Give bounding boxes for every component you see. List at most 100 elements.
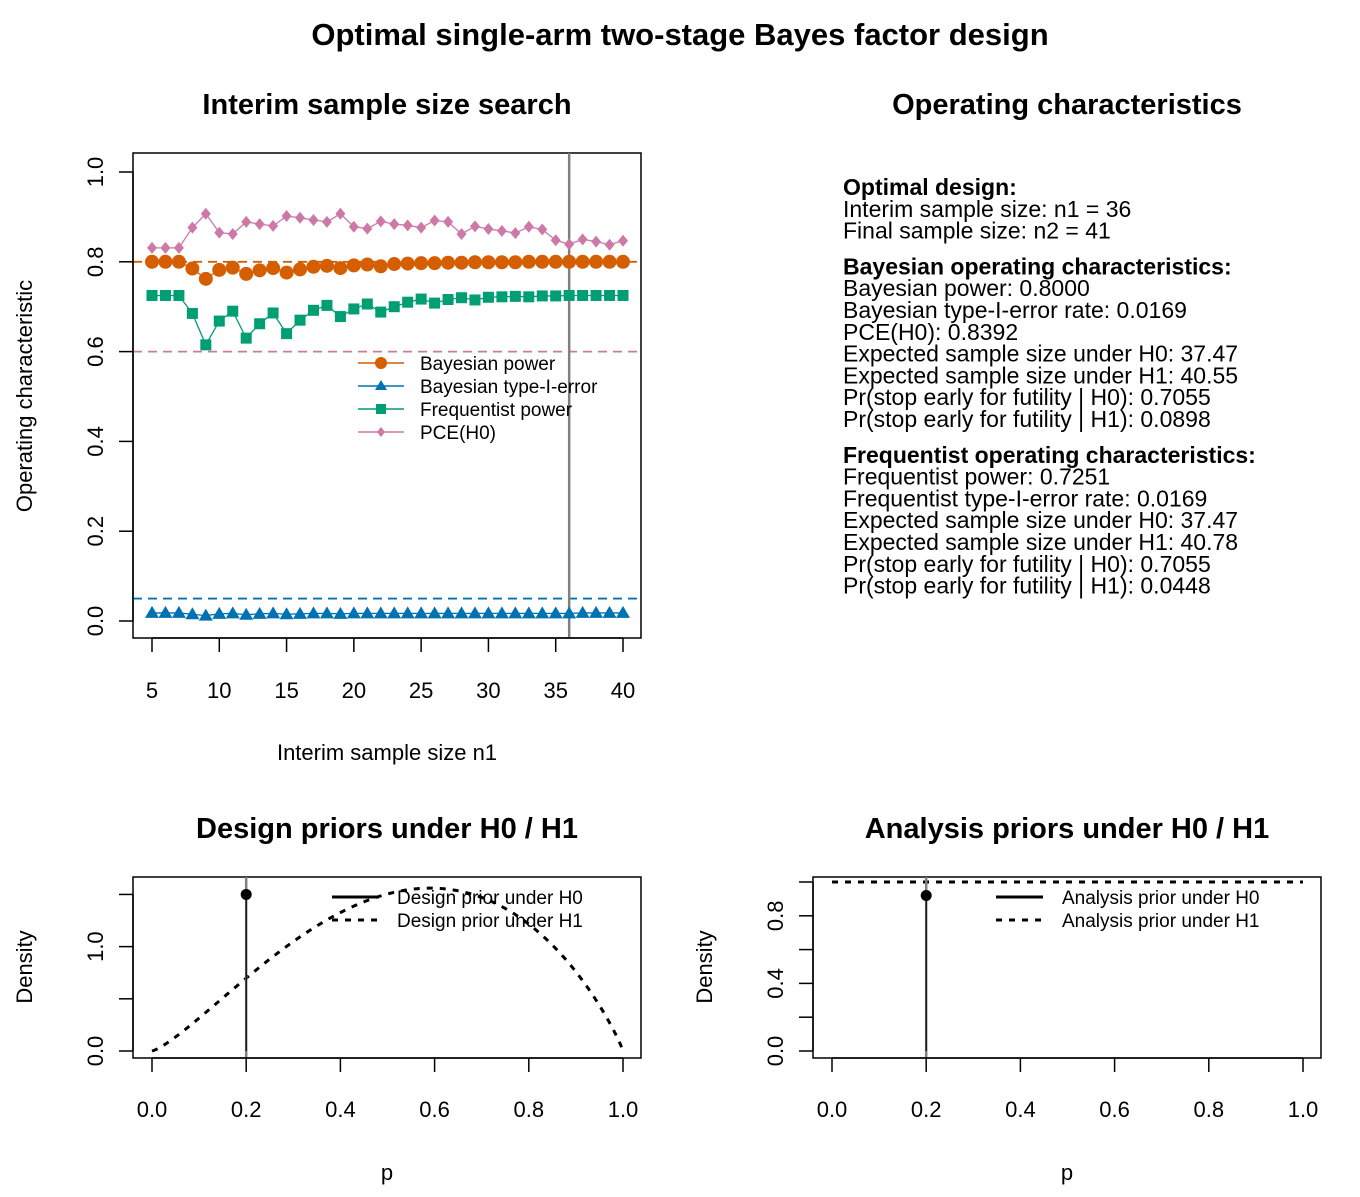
oc-panel-title: Operating characteristics (892, 89, 1242, 121)
freq-power-point (402, 296, 414, 308)
freq-power-point (334, 311, 346, 323)
analysis-priors-xlabel: p (1061, 1160, 1073, 1185)
bayes-t1e-point (508, 606, 523, 619)
y-tick-label: 0.8 (83, 247, 108, 278)
x-tick-label: 0.0 (817, 1097, 848, 1122)
interim-search-y-axis: 0.0 0.2 0.4 0.6 0.8 1.0 (83, 157, 134, 636)
x-tick-label: 1.0 (608, 1097, 639, 1122)
bayes-power-point (333, 261, 348, 276)
bayes-power-point (575, 254, 590, 269)
pce-point (591, 235, 602, 248)
frequentist-oc-heading: Frequentist operating characteristics: (843, 442, 1256, 468)
bayes-power-point (548, 254, 563, 269)
freq-power-point (617, 289, 629, 301)
bayes-t1e-point (333, 606, 348, 619)
pce-point (200, 207, 211, 220)
bayes-t1e-point (293, 606, 308, 619)
design-priors-x-axis: 0.0 0.2 0.4 0.6 0.8 1.0 (137, 1057, 639, 1122)
freq-power-point (294, 314, 306, 326)
analysis-priors-ylabel: Density (692, 930, 717, 1003)
pce-point (187, 221, 198, 234)
bayes-t1e-point (414, 606, 429, 619)
y-tick-label: 0.6 (83, 336, 108, 367)
legend-marker (375, 357, 387, 369)
analysis-priors-y-axis: 0.0 0.4 0.8 (763, 881, 814, 1066)
bayes-t1e-point (185, 607, 200, 620)
design-priors-xlabel: p (381, 1160, 393, 1185)
pce-point (321, 215, 332, 228)
bayes-t1e-point (400, 606, 415, 619)
x-tick-label: 0.4 (325, 1097, 356, 1122)
y-tick-label: 0.2 (83, 516, 108, 547)
legend-label-h1: Analysis prior under H1 (1062, 911, 1259, 932)
design-prior-h0-point (240, 888, 252, 900)
freq-power-point (159, 289, 171, 301)
bayes-t1e-point (535, 606, 550, 619)
x-tick-label: 10 (207, 678, 231, 703)
freq-power-point (213, 315, 225, 327)
bayes-t1e-point (145, 605, 159, 618)
analysis-priors-chart: Analysis priors under H0 / H1 0.0 0.2 0.4 0… (692, 813, 1322, 1185)
freq-power-point (442, 294, 454, 306)
x-tick-label: 30 (476, 678, 500, 703)
bayes-t1e-point (548, 606, 563, 619)
bayes-t1e-point (360, 606, 375, 619)
analysis-priors-x-axis: 0.0 0.2 0.4 0.6 0.8 1.0 (817, 1057, 1319, 1122)
bayes-power-point (494, 255, 509, 270)
freq-power-point (321, 299, 333, 311)
pce-point (160, 241, 171, 254)
bayes-t1e-point (266, 606, 281, 619)
freq-power-point (281, 328, 293, 340)
design-priors-ylabel: Density (12, 930, 37, 1003)
frequentist-oc-line: Pr(stop early for futility | H1): 0.0448 (843, 573, 1211, 599)
bayes-t1e-point (481, 606, 496, 619)
bayes-t1e-point (252, 606, 267, 619)
interim-search-ylabel: Operating characteristic (12, 280, 37, 512)
bayes-t1e-point (454, 606, 469, 619)
bayes-t1e-point (602, 605, 617, 618)
bayes-power-point (212, 262, 227, 277)
bayes-power-point (521, 254, 536, 269)
bayes-power-point (427, 256, 442, 271)
pce-point (281, 210, 292, 223)
pce-point (241, 215, 252, 228)
y-tick-label: 0.4 (83, 426, 108, 457)
bayes-power-point (414, 256, 429, 271)
bayes-t1e-point (373, 606, 388, 619)
freq-power-point (375, 306, 387, 318)
bayesian-oc-heading: Bayesian operating characteristics: (843, 253, 1232, 279)
y-tick-label: 1.0 (83, 931, 108, 962)
pce-point (214, 226, 225, 239)
frequentist-oc-line: Expected sample size under H1: 40.78 (843, 529, 1238, 555)
pce-point (618, 234, 628, 247)
bayes-t1e-point (306, 606, 321, 619)
freq-power-point (456, 292, 468, 304)
bayes-power-point (467, 255, 482, 270)
y-tick-label: 0.4 (763, 968, 788, 999)
freq-power-point (173, 289, 185, 301)
freq-power-point (536, 290, 548, 302)
design-prior-h1-curve (151, 886, 625, 1053)
optimal-design-heading: Optimal design: (843, 174, 1017, 200)
freq-power-point (563, 289, 575, 301)
bayes-t1e-point (616, 605, 630, 618)
bayes-t1e-point (494, 606, 509, 619)
x-tick-label: 15 (274, 678, 298, 703)
x-tick-label: 20 (342, 678, 366, 703)
bayes-t1e-point (521, 606, 536, 619)
freq-power-point (361, 298, 373, 310)
bayes-t1e-point (212, 606, 227, 619)
pce-point (564, 238, 575, 251)
pce-point (402, 219, 413, 232)
freq-power-point (550, 290, 562, 302)
pce-point (496, 224, 507, 237)
bayes-t1e-point (158, 605, 173, 618)
x-tick-label: 0.0 (137, 1097, 168, 1122)
x-tick-label: 1.0 (1288, 1097, 1319, 1122)
bayesian-oc-line: Bayesian power: 0.8000 (843, 275, 1090, 301)
frequentist-oc-line: Pr(stop early for futility | H0): 0.7055 (843, 551, 1211, 577)
frequentist-oc-line: Expected sample size under H0: 37.47 (843, 507, 1238, 533)
